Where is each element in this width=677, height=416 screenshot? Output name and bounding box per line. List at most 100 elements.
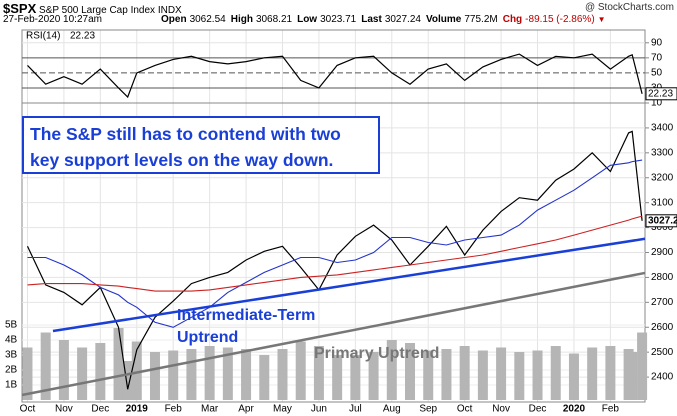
y-tick-label: 2500 [651, 347, 674, 358]
volume-bar [386, 340, 397, 400]
x-tick-label: Sep [419, 404, 437, 415]
quote-label: Low [297, 14, 318, 25]
volume-bar [441, 349, 452, 400]
volume-bar [77, 347, 88, 400]
volume-bar [423, 350, 434, 400]
note-line: The S&P still has to contend with two [30, 124, 341, 144]
rsi-legend-name: RSI(14) [26, 31, 60, 42]
x-tick-label: May [273, 404, 292, 415]
price-last-value: 3027.24 [648, 215, 677, 226]
label-layer: Oct Nov Dec 2019 Feb Mar Apr May Jun Jul Aug Sep Oct… [5, 31, 677, 415]
rsi-last-value: 22.23 [648, 88, 673, 99]
y-tick-label: 3100 [651, 197, 674, 208]
volume-bar [40, 332, 51, 400]
down-arrow: ▼ [597, 15, 606, 24]
x-tick-label: Mar [201, 404, 219, 415]
volume-bar [459, 346, 470, 400]
y-tick-label: 2400 [651, 372, 674, 383]
quote-value: 3027.24 [384, 14, 421, 25]
volume-bar [496, 347, 507, 400]
volume-tick-label: 2B [5, 365, 18, 376]
volume-bar [532, 350, 543, 400]
trendline [21, 271, 646, 397]
y-tick-label: 3200 [651, 172, 674, 183]
volume-tick-label: 3B [5, 350, 18, 361]
volume-bar [605, 346, 616, 400]
x-tick-label: Nov [55, 404, 73, 415]
quote-value: 3062.54 [189, 14, 226, 25]
volume-bar [637, 332, 648, 400]
plot-layer [21, 53, 646, 397]
series-line [27, 53, 643, 99]
volume-bar [568, 353, 579, 400]
volume-bar [587, 347, 598, 400]
y-tick-label: 10 [651, 98, 663, 109]
volume-bar [405, 343, 416, 400]
volume-bar [168, 350, 179, 400]
volume-bar [550, 346, 561, 400]
volume-bar [149, 352, 160, 400]
quote-line: 27-Feb-2020 10:27am Open 3062.54 High 3068.… [3, 14, 674, 25]
y-tick-label: 50 [651, 68, 663, 79]
volume-bar [277, 349, 288, 400]
y-tick-label: 70 [651, 52, 663, 63]
volume-bar [259, 355, 270, 400]
x-tick-label: Oct [20, 404, 36, 415]
volume-bar [131, 341, 142, 400]
y-tick-label: 2600 [651, 322, 674, 333]
volume-bar [95, 343, 106, 400]
symbol: $SPX [3, 1, 37, 16]
trendline [52, 237, 646, 333]
quote-label: Last [361, 14, 382, 25]
series-line [27, 159, 643, 328]
header-line: $SPX S&P 500 Large Cap Index INDX @ Stoc… [3, 1, 674, 16]
x-tick-label: Dec [529, 404, 547, 415]
volume-tick-label: 1B [5, 380, 18, 391]
volume-layer [22, 328, 648, 400]
volume-bar [295, 341, 306, 400]
note-line: key support levels on the way down. [30, 150, 334, 170]
series-line [26, 130, 643, 390]
price-last-tag [645, 214, 677, 228]
y-tick-label: 2800 [651, 272, 674, 283]
volume-bar [350, 355, 361, 400]
quote-label: Chg [502, 14, 523, 25]
exchange: INDX [157, 5, 182, 16]
quote-value: 3068.21 [255, 14, 293, 25]
y-tick-label: 90 [651, 37, 663, 48]
x-tick-label: Feb [165, 404, 183, 415]
volume-bar [186, 349, 197, 400]
x-tick-label: Oct [457, 404, 473, 415]
x-tick-label: Jul [349, 404, 362, 415]
volume-tick-label: 5B [5, 320, 18, 331]
source: @ StockCharts.com [584, 2, 674, 13]
x-tick-label: Apr [238, 404, 254, 415]
volume-bar [514, 352, 525, 400]
quote: Open 3062.54 High 3068.21 Low 3023.71 Last 3027… [161, 14, 616, 25]
annotation: Uptrend [177, 329, 238, 346]
x-tick-label: Nov [492, 404, 510, 415]
x-tick-label: Aug [383, 404, 401, 415]
series-line [27, 215, 643, 292]
volume-bar [22, 347, 33, 400]
y-tick-label: 3000 [651, 222, 674, 233]
volume-bar [627, 352, 638, 400]
quote-field: Volume 775.2M [426, 14, 498, 25]
x-tick-label: 2020 [563, 404, 586, 415]
y-tick-label: 3400 [651, 123, 674, 134]
quote-value: 775.2M [464, 14, 498, 25]
x-tick-label: Feb [602, 404, 620, 415]
volume-bar [222, 347, 233, 400]
volume-bar [332, 355, 343, 400]
quote-label: Volume [425, 14, 462, 25]
quote-field: Low 3023.71 [297, 14, 356, 25]
note-box: The S&P still has to contend with two ke… [22, 116, 380, 174]
x-tick-label: 2019 [126, 404, 149, 415]
quote-field: Last 3027.24 [361, 14, 421, 25]
quote-label: High [230, 14, 253, 25]
x-tick-label: Dec [91, 404, 109, 415]
index-name: S&P 500 Large Cap Index [39, 5, 156, 16]
volume-bar [313, 346, 324, 400]
